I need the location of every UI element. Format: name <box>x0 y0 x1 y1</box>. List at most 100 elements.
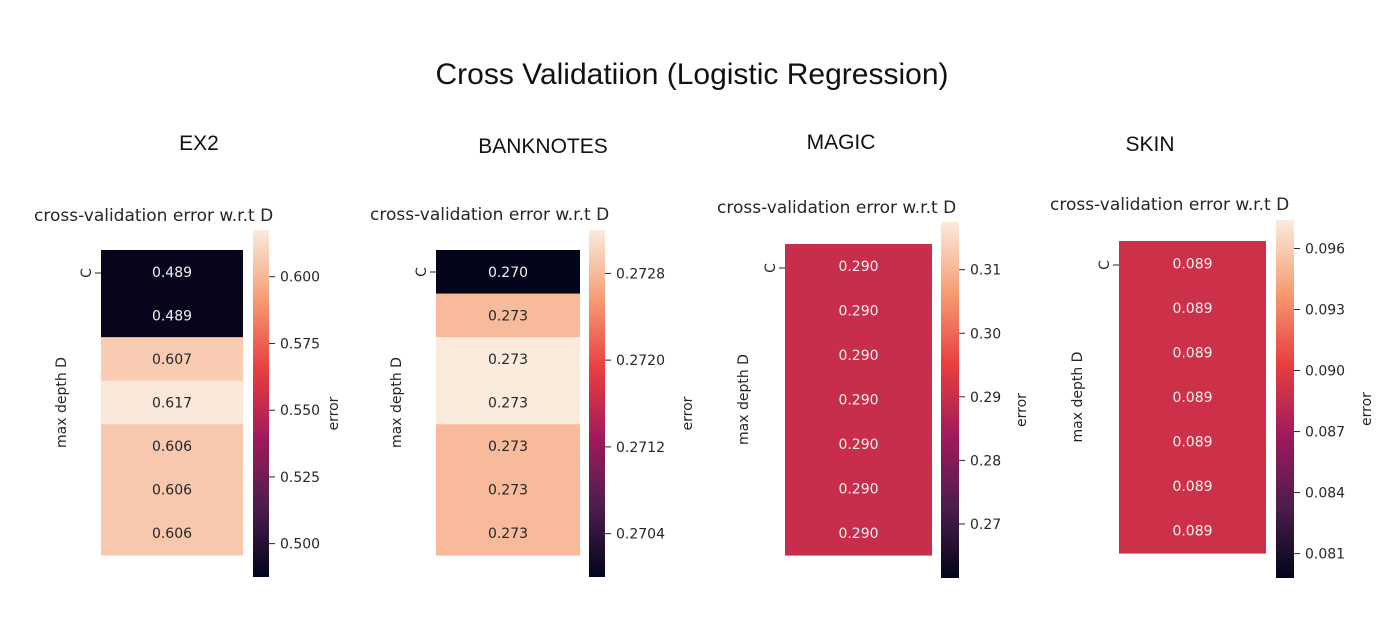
cell-label: 0.089 <box>1172 435 1212 451</box>
y-axis-label: max depth D <box>1070 352 1086 443</box>
colorbar-tick-label: 0.30 <box>970 326 1001 342</box>
cell-label: 0.489 <box>152 265 192 281</box>
heatmap-cell <box>1119 241 1266 287</box>
heatmap-cell <box>785 288 932 334</box>
dataset-label: EX2 <box>179 132 219 155</box>
colorbar-tick-label: 0.575 <box>280 336 320 352</box>
cell-label: 0.606 <box>152 439 192 455</box>
heatmap-cell <box>785 466 932 512</box>
colorbar-tick-label: 0.550 <box>280 403 320 419</box>
heatmap-cell <box>436 511 580 556</box>
cell-label: 0.089 <box>1172 524 1212 540</box>
y-tick-label: C <box>1097 260 1113 270</box>
y-tick-label: C <box>414 267 430 277</box>
y-axis-label: max depth D <box>54 357 70 448</box>
heatmap-cell <box>1119 374 1266 420</box>
y-tick-label: C <box>79 268 95 278</box>
colorbar-tick-label: 0.093 <box>1305 303 1345 319</box>
heatmap-cell <box>101 337 243 382</box>
colorbar-tick-label: 0.2704 <box>616 527 665 543</box>
cell-label: 0.290 <box>838 348 878 364</box>
colorbar-tick-label: 0.29 <box>970 390 1001 406</box>
heatmap-cell <box>1119 508 1266 554</box>
colorbar-label: error <box>1014 393 1030 427</box>
heatmap-cell <box>1119 463 1266 510</box>
colorbar-tick-label: 0.525 <box>280 470 320 486</box>
heatmap-cell <box>101 511 243 556</box>
cell-label: 0.273 <box>488 526 528 542</box>
colorbar-tick-label: 0.2712 <box>616 440 665 456</box>
colorbar <box>1276 220 1294 578</box>
colorbar-tick-label: 0.28 <box>970 453 1001 469</box>
heatmap-cell <box>785 244 932 290</box>
heatmap-cell <box>101 293 243 338</box>
cell-label: 0.290 <box>838 259 878 275</box>
heatmap-cell <box>1119 330 1266 376</box>
cell-label: 0.489 <box>152 308 192 324</box>
heatmap-cell <box>785 510 932 556</box>
cell-label: 0.273 <box>488 483 528 499</box>
colorbar-label: error <box>1359 392 1375 426</box>
heatmap-cell <box>436 380 580 425</box>
y-tick-label: C <box>763 263 779 273</box>
heatmap-cell <box>101 467 243 513</box>
y-axis-label: max depth D <box>389 357 405 448</box>
cell-label: 0.290 <box>838 481 878 497</box>
heatmap-cell <box>436 467 580 513</box>
colorbar-tick-label: 0.084 <box>1305 486 1345 502</box>
colorbar-tick-label: 0.081 <box>1305 547 1345 563</box>
y-axis-label: max depth D <box>736 354 752 445</box>
cell-label: 0.290 <box>838 437 878 453</box>
cell-label: 0.089 <box>1172 479 1212 495</box>
cell-label: 0.089 <box>1172 390 1212 406</box>
heatmap-cell <box>1119 419 1266 465</box>
cell-label: 0.089 <box>1172 345 1212 361</box>
heatmap-cell <box>436 250 580 295</box>
cell-label: 0.606 <box>152 526 192 542</box>
dataset-label: BANKNOTES <box>478 135 608 158</box>
heatmap-cell <box>101 250 243 295</box>
heatmap-cell <box>1119 285 1266 331</box>
dataset-label: SKIN <box>1125 133 1174 156</box>
cell-label: 0.607 <box>152 352 192 368</box>
colorbar-tick-label: 0.31 <box>970 263 1001 279</box>
heatmap-cell <box>785 377 932 423</box>
heatmap-cell <box>785 421 932 467</box>
colorbar-tick-label: 0.090 <box>1305 364 1345 380</box>
cell-label: 0.290 <box>838 304 878 320</box>
cell-label: 0.270 <box>488 265 528 281</box>
colorbar-tick-label: 0.2720 <box>616 353 665 369</box>
colorbar-tick-label: 0.2728 <box>616 266 665 282</box>
colorbar-tick-label: 0.600 <box>280 270 320 286</box>
panel-title: cross-validation error w.r.t D <box>1050 195 1289 215</box>
colorbar-label: error <box>326 396 342 430</box>
heatmap-cell <box>436 293 580 338</box>
heatmap-cell <box>101 380 243 425</box>
heatmap-cell <box>101 424 243 469</box>
colorbar <box>253 230 269 577</box>
cell-label: 0.290 <box>838 526 878 542</box>
cell-label: 0.273 <box>488 439 528 455</box>
dataset-label: MAGIC <box>807 131 876 154</box>
colorbar-tick-label: 0.087 <box>1305 425 1345 441</box>
heatmap-cell <box>436 424 580 469</box>
panel-title: cross-validation error w.r.t D <box>717 198 956 218</box>
colorbar-tick-label: 0.096 <box>1305 241 1345 257</box>
cell-label: 0.273 <box>488 308 528 324</box>
cell-label: 0.273 <box>488 352 528 368</box>
cell-label: 0.089 <box>1172 301 1212 317</box>
colorbar-tick-label: 0.27 <box>970 517 1001 533</box>
colorbar-label: error <box>680 396 696 430</box>
heatmap-cell <box>785 332 932 378</box>
colorbar <box>941 222 959 578</box>
cell-label: 0.290 <box>838 393 878 409</box>
cell-label: 0.617 <box>152 396 192 412</box>
panel-title: cross-validation error w.r.t D <box>370 205 609 225</box>
colorbar-tick-label: 0.500 <box>280 537 320 553</box>
main-title: Cross Validatiion (Logistic Regression) <box>435 58 949 91</box>
panel-title: cross-validation error w.r.t D <box>34 206 273 226</box>
cell-label: 0.606 <box>152 483 192 499</box>
colorbar <box>589 230 605 577</box>
heatmap-cell <box>436 337 580 382</box>
